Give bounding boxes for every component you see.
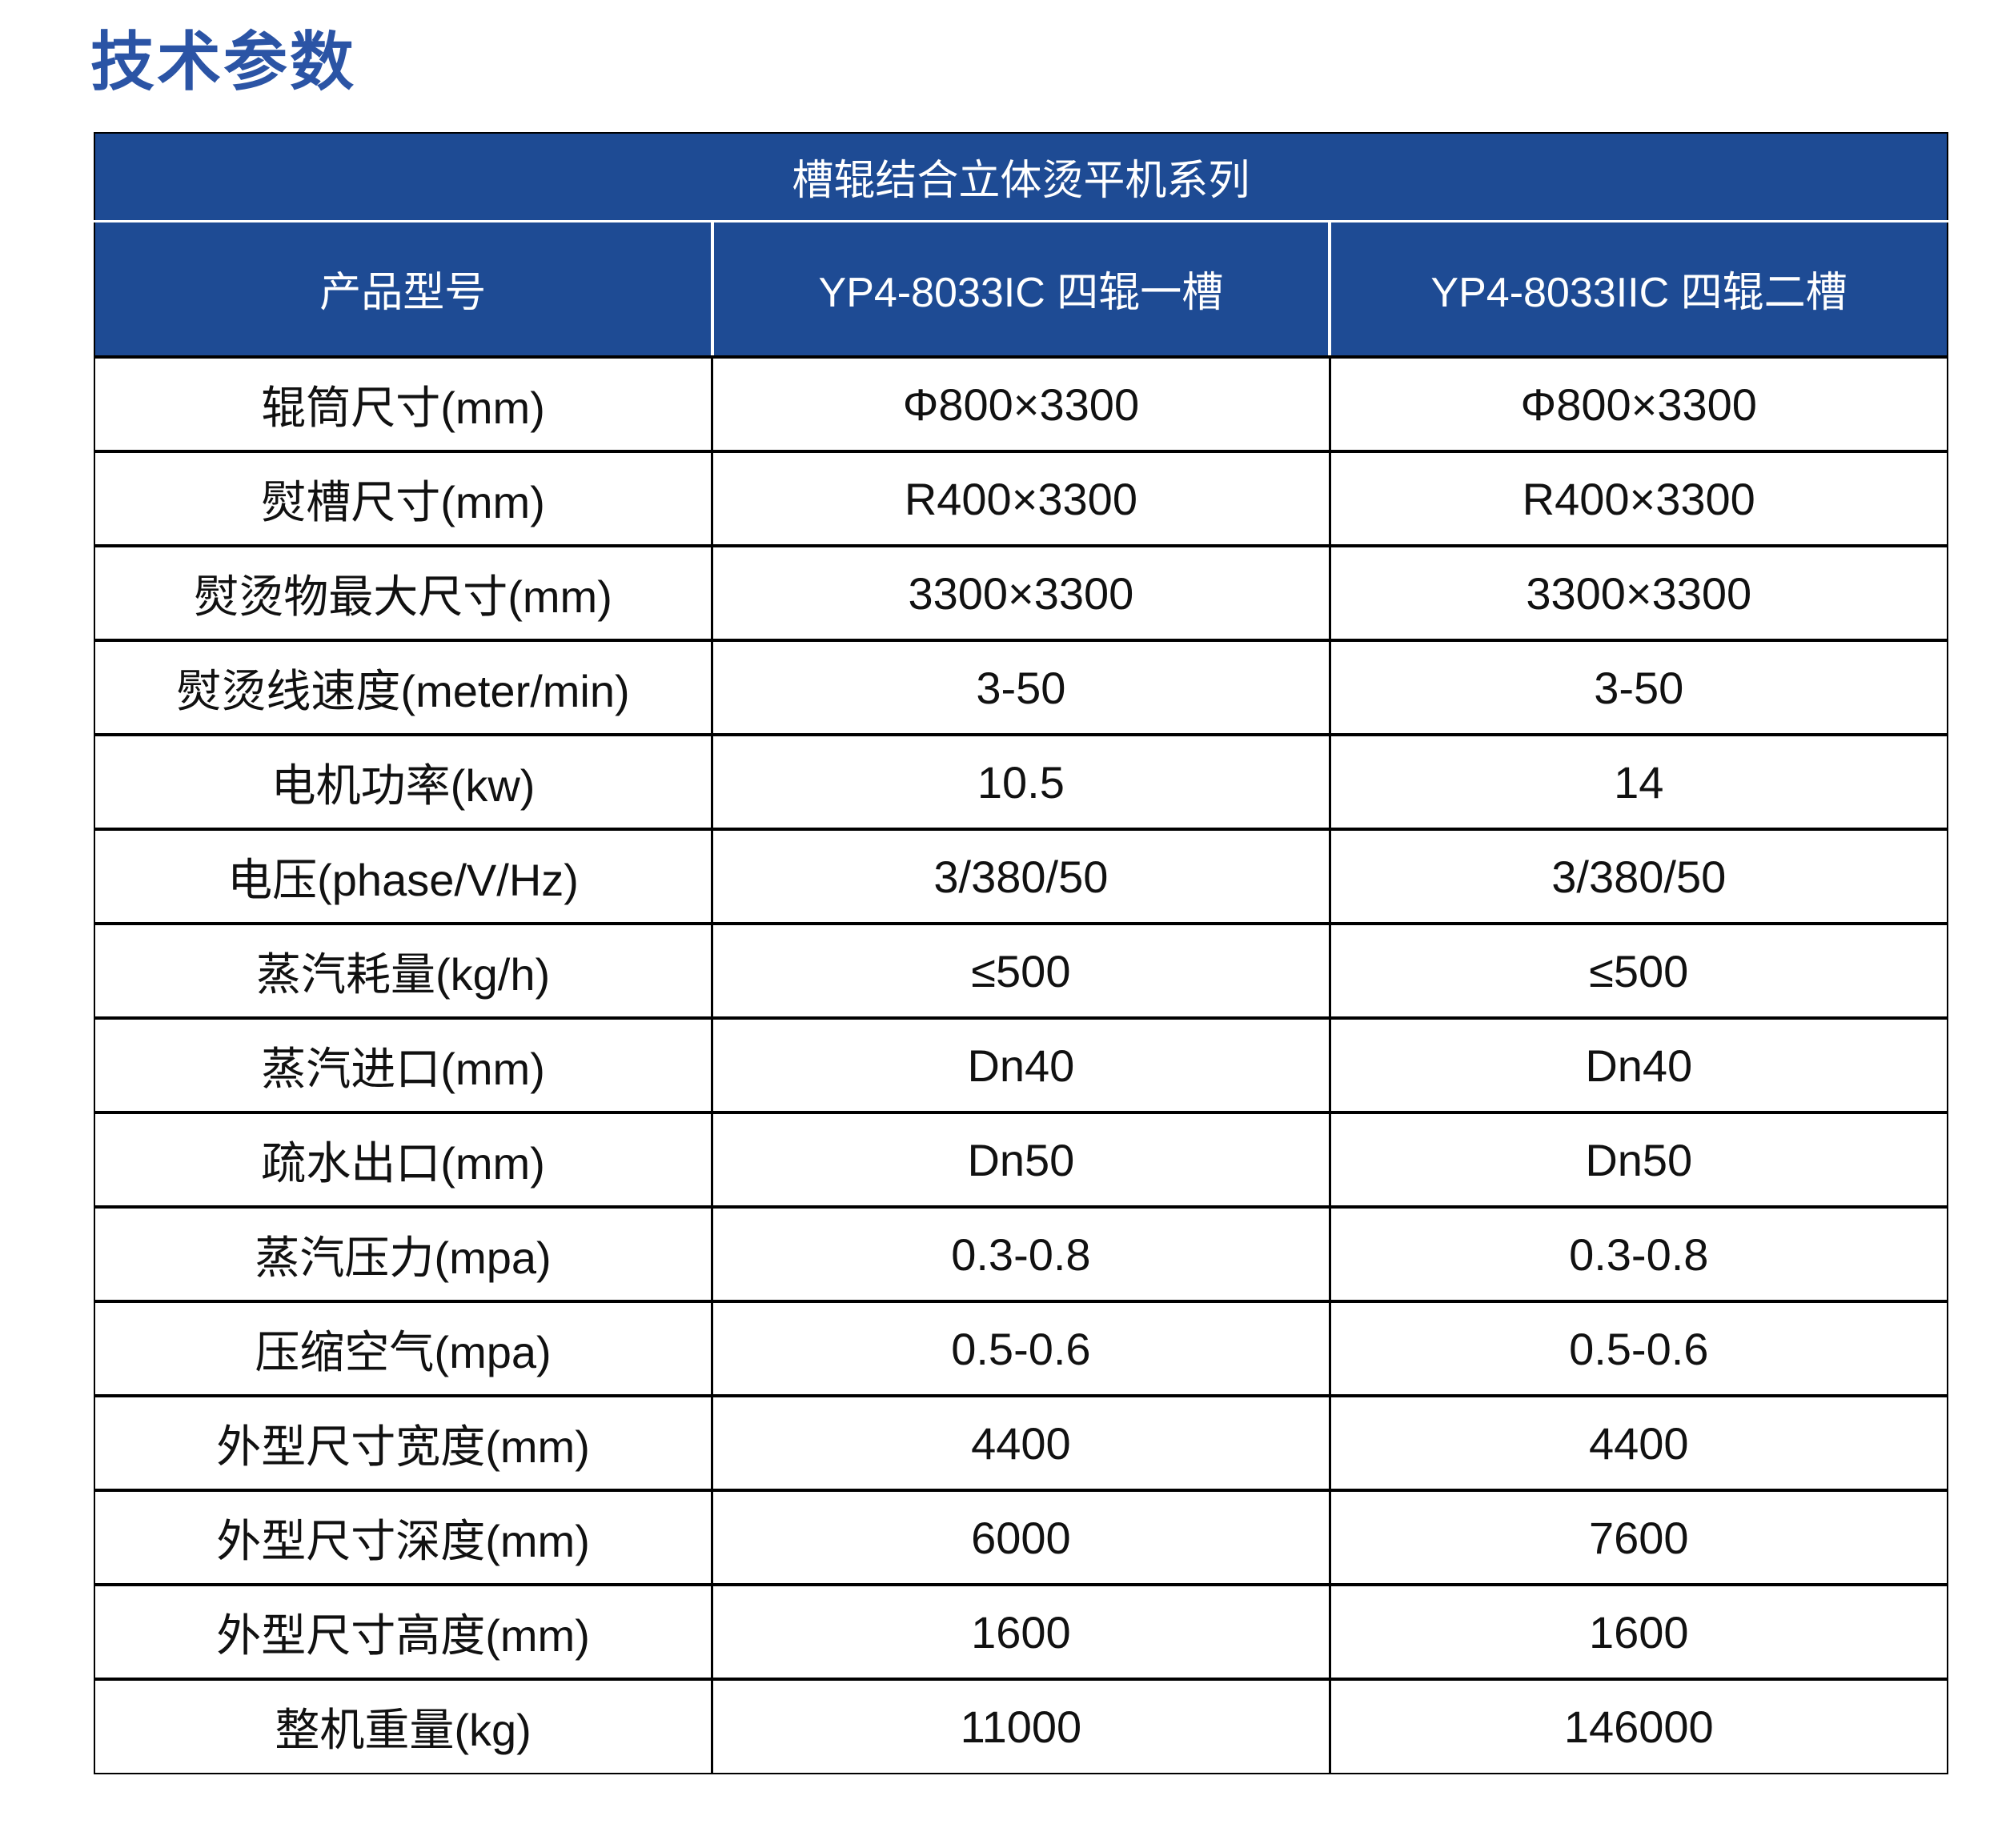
spec-value-cell: 146000 bbox=[1328, 1678, 1948, 1774]
spec-label-cell: 疏水出口(mm) bbox=[94, 1111, 714, 1209]
spec-value-cell: 3300×3300 bbox=[1328, 544, 1948, 642]
spec-row-overall-depth: 外型尺寸深度(mm) 6000 7600 bbox=[94, 1489, 1948, 1586]
spec-label-cell: 熨烫物最大尺寸(mm) bbox=[94, 544, 714, 642]
spec-row-steam-pressure: 蒸汽压力(mpa) 0.3-0.8 0.3-0.8 bbox=[94, 1205, 1948, 1303]
page-title: 技术参数 bbox=[90, 26, 356, 98]
series-header-row: 槽辊结合立体烫平机系列 bbox=[94, 132, 1948, 222]
spec-value-cell: R400×3300 bbox=[1328, 450, 1948, 547]
spec-label-cell: 蒸汽耗量(kg/h) bbox=[94, 922, 714, 1020]
spec-row-drain-outlet: 疏水出口(mm) Dn50 Dn50 bbox=[94, 1111, 1948, 1209]
spec-value-cell: Dn40 bbox=[711, 1016, 1331, 1114]
spec-value-cell: 3/380/50 bbox=[1328, 828, 1948, 925]
spec-label-cell: 压缩空气(mpa) bbox=[94, 1300, 714, 1397]
spec-value-cell: ≤500 bbox=[711, 922, 1331, 1020]
spec-value-cell: Φ800×3300 bbox=[711, 355, 1331, 453]
spec-row-chest-size: 熨槽尺寸(mm) R400×3300 R400×3300 bbox=[94, 450, 1948, 547]
spec-row-steam-consumption: 蒸汽耗量(kg/h) ≤500 ≤500 bbox=[94, 922, 1948, 1020]
spec-value-cell: 0.3-0.8 bbox=[711, 1205, 1331, 1303]
spec-value-cell: 3-50 bbox=[1328, 639, 1948, 736]
spec-row-motor-power: 电机功率(kw) 10.5 14 bbox=[94, 733, 1948, 831]
spec-value-cell: Dn50 bbox=[1328, 1111, 1948, 1209]
spec-row-voltage: 电压(phase/V/Hz) 3/380/50 3/380/50 bbox=[94, 828, 1948, 925]
spec-value-cell: Dn50 bbox=[711, 1111, 1331, 1209]
series-header-cell: 槽辊结合立体烫平机系列 bbox=[94, 132, 1948, 222]
spec-value-cell: 4400 bbox=[711, 1394, 1331, 1492]
spec-row-overall-width: 外型尺寸宽度(mm) 4400 4400 bbox=[94, 1394, 1948, 1492]
spec-row-max-ironing-size: 熨烫物最大尺寸(mm) 3300×3300 3300×3300 bbox=[94, 544, 1948, 642]
spec-row-roller-size: 辊筒尺寸(mm) Φ800×3300 Φ800×3300 bbox=[94, 355, 1948, 453]
column-header-model-2: YP4-8033IIC 四辊二槽 bbox=[1328, 219, 1948, 359]
spec-value-cell: 4400 bbox=[1328, 1394, 1948, 1492]
spec-row-overall-height: 外型尺寸高度(mm) 1600 1600 bbox=[94, 1583, 1948, 1681]
spec-value-cell: Dn40 bbox=[1328, 1016, 1948, 1114]
spec-value-cell: 10.5 bbox=[711, 733, 1331, 831]
spec-value-cell: 14 bbox=[1328, 733, 1948, 831]
spec-row-compressed-air: 压缩空气(mpa) 0.5-0.6 0.5-0.6 bbox=[94, 1300, 1948, 1397]
spec-label-cell: 蒸汽进口(mm) bbox=[94, 1016, 714, 1114]
spec-row-machine-weight: 整机重量(kg) 11000 146000 bbox=[94, 1678, 1948, 1774]
spec-value-cell: 3300×3300 bbox=[711, 544, 1331, 642]
model-header-row: 产品型号 YP4-8033IC 四辊一槽 YP4-8033IIC 四辊二槽 bbox=[94, 219, 1948, 359]
column-header-product-model: 产品型号 bbox=[94, 219, 713, 359]
spec-value-cell: Φ800×3300 bbox=[1328, 355, 1948, 453]
column-header-model-1: YP4-8033IC 四辊一槽 bbox=[710, 219, 1331, 359]
spec-table-body: 辊筒尺寸(mm) Φ800×3300 Φ800×3300 熨槽尺寸(mm) R4… bbox=[94, 355, 1948, 1774]
spec-label-cell: 外型尺寸宽度(mm) bbox=[94, 1394, 714, 1492]
spec-row-steam-inlet: 蒸汽进口(mm) Dn40 Dn40 bbox=[94, 1016, 1948, 1114]
spec-value-cell: 3/380/50 bbox=[711, 828, 1331, 925]
spec-label-cell: 辊筒尺寸(mm) bbox=[94, 355, 714, 453]
spec-value-cell: 11000 bbox=[711, 1678, 1331, 1774]
spec-value-cell: 1600 bbox=[711, 1583, 1331, 1681]
spec-label-cell: 外型尺寸深度(mm) bbox=[94, 1489, 714, 1586]
spec-value-cell: 7600 bbox=[1328, 1489, 1948, 1586]
spec-label-cell: 整机重量(kg) bbox=[94, 1678, 714, 1774]
spec-value-cell: R400×3300 bbox=[711, 450, 1331, 547]
spec-value-cell: 0.5-0.6 bbox=[711, 1300, 1331, 1397]
spec-value-cell: ≤500 bbox=[1328, 922, 1948, 1020]
spec-row-ironing-speed: 熨烫线速度(meter/min) 3-50 3-50 bbox=[94, 639, 1948, 736]
spec-label-cell: 蒸汽压力(mpa) bbox=[94, 1205, 714, 1303]
spec-label-cell: 电压(phase/V/Hz) bbox=[94, 828, 714, 925]
spec-table-header: 槽辊结合立体烫平机系列 产品型号 YP4-8033IC 四辊一槽 YP4-803… bbox=[94, 132, 1948, 359]
spec-value-cell: 3-50 bbox=[711, 639, 1331, 736]
spec-label-cell: 电机功率(kw) bbox=[94, 733, 714, 831]
spec-value-cell: 6000 bbox=[711, 1489, 1331, 1586]
spec-table: 槽辊结合立体烫平机系列 产品型号 YP4-8033IC 四辊一槽 YP4-803… bbox=[94, 132, 1948, 1774]
spec-label-cell: 外型尺寸高度(mm) bbox=[94, 1583, 714, 1681]
spec-label-cell: 熨烫线速度(meter/min) bbox=[94, 639, 714, 736]
spec-value-cell: 0.5-0.6 bbox=[1328, 1300, 1948, 1397]
spec-value-cell: 1600 bbox=[1328, 1583, 1948, 1681]
spec-label-cell: 熨槽尺寸(mm) bbox=[94, 450, 714, 547]
spec-value-cell: 0.3-0.8 bbox=[1328, 1205, 1948, 1303]
